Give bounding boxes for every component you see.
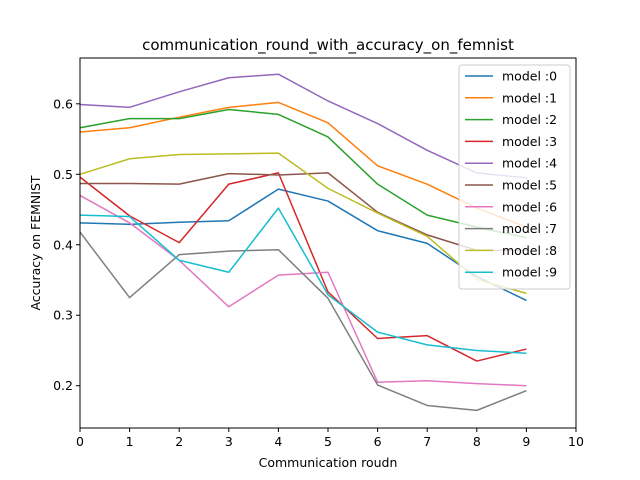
legend-label: model :6 — [502, 199, 557, 214]
plot-lines — [79, 73, 527, 412]
y-tick-label: 0.2 — [53, 378, 73, 393]
legend-label: model :1 — [502, 90, 557, 105]
legend-label: model :9 — [502, 265, 557, 280]
series-line-model-1 — [79, 101, 527, 228]
series-line-model-0 — [79, 188, 527, 302]
x-axis-title: Communication roudn — [259, 455, 398, 470]
legend-label: model :0 — [502, 69, 557, 84]
legend-label: model :2 — [502, 112, 557, 127]
x-tick-label: 5 — [324, 434, 332, 449]
y-axis-title: Accuracy on FEMNIST — [28, 175, 43, 310]
series-line-model-9 — [79, 207, 527, 355]
y-tick-label: 0.3 — [53, 308, 73, 323]
y-axis-ticks: 0.2 0.3 0.4 0.5 0.6 — [53, 96, 80, 393]
series-line-model-4 — [79, 73, 527, 179]
legend-label: model :5 — [502, 178, 557, 193]
legend-label: model :7 — [502, 221, 557, 236]
plot-frame — [79, 57, 577, 429]
x-tick-label: 2 — [175, 434, 183, 449]
x-tick-label: 4 — [274, 434, 282, 449]
x-tick-label: 9 — [522, 434, 530, 449]
legend-box — [458, 64, 571, 290]
x-tick-label: 7 — [423, 434, 431, 449]
chart-title: communication_round_with_accuracy_on_fem… — [142, 36, 514, 55]
x-tick-label: 6 — [374, 434, 382, 449]
series-line-model-7 — [79, 231, 527, 412]
legend-label: model :4 — [502, 156, 557, 171]
x-tick-label: 0 — [76, 434, 84, 449]
x-tick-label: 1 — [126, 434, 134, 449]
legend-label: model :8 — [502, 243, 557, 258]
x-tick-label: 10 — [568, 434, 584, 449]
y-tick-label: 0.6 — [53, 96, 73, 111]
y-tick-label: 0.4 — [53, 237, 73, 252]
series-line-model-5 — [80, 172, 527, 252]
x-axis-ticks: 0 1 2 3 4 5 6 7 8 9 10 — [76, 428, 584, 449]
series-line-model-8 — [79, 152, 527, 295]
legend: model :0 model :1 model :2 model :3 model :4… — [458, 64, 571, 290]
x-tick-label: 8 — [473, 434, 481, 449]
series-line-model-2 — [79, 108, 527, 239]
x-tick-label: 3 — [225, 434, 233, 449]
legend-label: model :3 — [502, 134, 557, 149]
y-tick-label: 0.5 — [53, 167, 73, 182]
